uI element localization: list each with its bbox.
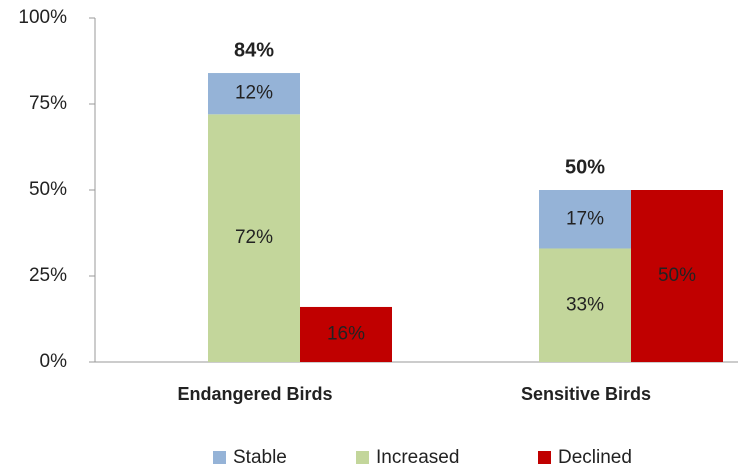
bar-segment (539, 190, 631, 249)
y-tick-label: 100% (18, 7, 67, 28)
value-label: 72% (235, 227, 273, 248)
bar-segment (208, 73, 300, 115)
value-label: 50% (658, 265, 696, 286)
value-label: 33% (566, 294, 604, 315)
total-label: 84% (234, 39, 274, 61)
value-label: 12% (235, 83, 273, 104)
value-label: 16% (327, 323, 365, 344)
y-tick-label: 75% (29, 93, 67, 114)
value-label: 17% (566, 208, 604, 229)
bar-segment (539, 248, 631, 362)
x-tick-label: Endangered Birds (177, 384, 332, 404)
legend-swatch (213, 451, 226, 464)
legend-swatch (538, 451, 551, 464)
legend-label: Stable (233, 447, 287, 468)
legend-swatch (356, 451, 369, 464)
total-label: 50% (565, 156, 605, 178)
y-tick-label: 50% (29, 179, 67, 200)
y-tick-label: 0% (40, 351, 68, 372)
bar-segment (208, 114, 300, 362)
bar-segment (631, 190, 723, 362)
legend-label: Increased (376, 447, 459, 468)
legend-label: Declined (558, 447, 632, 468)
x-tick-label: Sensitive Birds (521, 384, 651, 404)
bar-segment (300, 306, 392, 362)
y-tick-label: 25% (29, 265, 67, 286)
